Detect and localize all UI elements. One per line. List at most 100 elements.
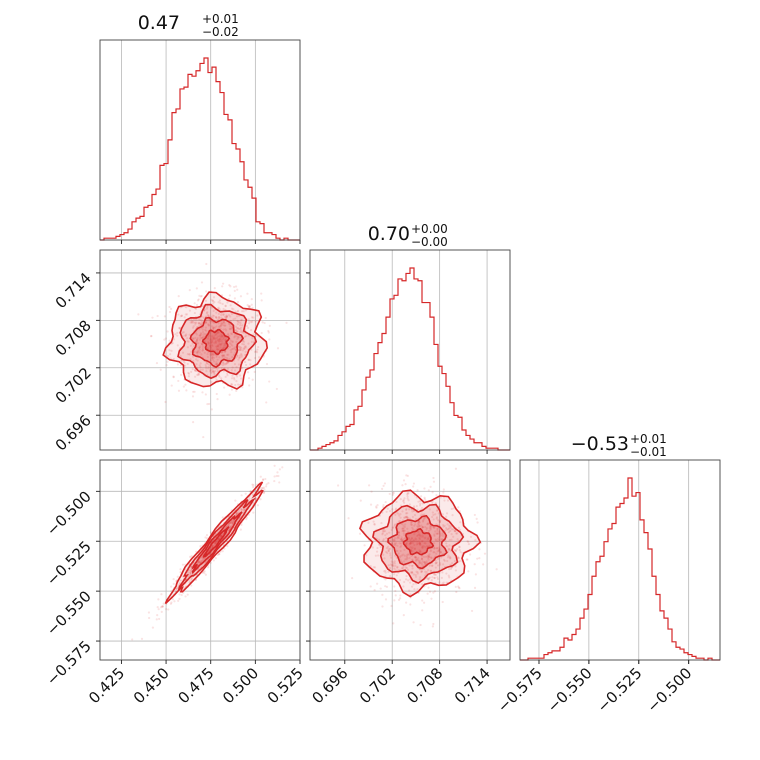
sample-point [188,353,191,356]
sample-point [170,585,173,588]
panel-frame [309,459,511,661]
sample-point [192,345,195,348]
sample-point [435,547,439,550]
sample-point [228,393,231,396]
sample-point [388,531,391,534]
sample-point [175,588,178,591]
sample-point [251,485,255,489]
sample-point [454,529,457,533]
sample-point [198,334,201,337]
sample-point [165,364,168,367]
sample-point [436,547,439,550]
sample-point [198,561,202,564]
sample-point [410,536,414,540]
sample-point [424,526,427,529]
sample-point [217,338,221,341]
sample-point [245,516,249,519]
sample-point [448,557,452,560]
sample-point [405,541,408,545]
sample-point [158,617,161,621]
sample-point [159,606,163,609]
sample-point [420,583,424,586]
sample-point [217,374,221,377]
sample-point [436,550,439,553]
sample-point [177,295,180,298]
sample-point [449,549,452,552]
sample-point [201,349,205,352]
sample-point [411,550,414,553]
sample-point [278,481,281,484]
sample-point [441,571,444,574]
sample-point [228,327,231,330]
sample-point [397,552,400,555]
sample-point [439,551,442,554]
sample-point [221,335,224,338]
sample-point [373,566,377,569]
sample-point [170,384,173,387]
sample-point [184,595,187,598]
sample-point [393,585,396,588]
sample-point [198,322,201,325]
sample-point [453,548,456,552]
sample-point [427,586,430,589]
sample-point [425,561,428,564]
sample-point [435,552,438,555]
sample-point [396,535,400,539]
sample-point [417,524,420,527]
sample-point [264,477,267,481]
sample-point [244,360,247,364]
sample-point [273,475,276,478]
sample-point [425,527,429,530]
sample-point [456,538,459,541]
sample-point [222,282,225,285]
sample-point [224,304,227,307]
sample-point [197,322,200,325]
sample-point [192,325,195,328]
sample-point [448,538,451,542]
sample-point [260,487,264,490]
sample-point [151,316,154,319]
sample-point [218,375,221,378]
sample-point [219,301,222,305]
sample-point [387,548,390,551]
sample-point [419,534,422,537]
sample-point [373,523,376,526]
sample-point [176,334,179,337]
sample-point [211,356,214,360]
sample-point [184,383,187,386]
sample-point [212,327,215,330]
sample-point [423,513,426,516]
sample-point [261,478,265,481]
sample-point [391,542,394,545]
sample-point [457,506,460,509]
sample-point [235,389,238,392]
sample-point [410,521,413,524]
sample-point [240,508,243,511]
sample-point [473,586,477,589]
sample-point [383,570,386,573]
sample-point [185,333,188,336]
sample-point [409,571,412,574]
sample-point [389,554,392,557]
sample-point [215,363,218,366]
sample-point [276,471,279,474]
sample-point [206,402,209,406]
sample-point [205,361,208,365]
sample-point [404,482,407,486]
sample-point [375,505,378,508]
sample-point [426,578,430,581]
sample-point [263,488,266,491]
sample-point [434,513,437,516]
sample-point [367,521,370,524]
sample-point [406,557,409,560]
sample-point [277,474,280,478]
sample-point [391,508,394,511]
sample-point [424,562,428,565]
sample-point [219,534,223,538]
sample-point [380,521,383,525]
sample-point [381,605,384,608]
sample-point [257,356,261,359]
sample-point [211,367,214,371]
sample-point [198,328,201,331]
sample-point [194,369,197,372]
